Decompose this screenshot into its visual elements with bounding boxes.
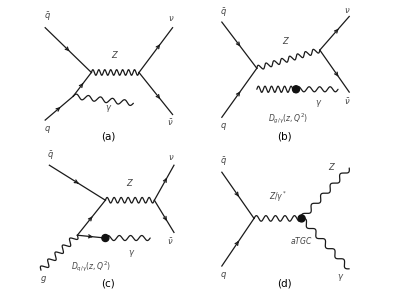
Text: $\gamma$: $\gamma$	[128, 248, 136, 259]
Text: $D_{q/\gamma}(z,Q^2)$: $D_{q/\gamma}(z,Q^2)$	[72, 260, 111, 274]
Text: $Z$: $Z$	[282, 35, 290, 46]
Text: (a): (a)	[101, 131, 116, 141]
Text: $q$: $q$	[44, 124, 51, 135]
Text: $g$: $g$	[40, 274, 47, 285]
Text: $q$: $q$	[220, 270, 228, 281]
Text: $Z$: $Z$	[329, 161, 336, 172]
Text: (c): (c)	[101, 278, 115, 288]
Text: $aTGC$: $aTGC$	[290, 235, 313, 246]
Text: $\bar{q}$: $\bar{q}$	[47, 150, 53, 162]
Text: $Z$: $Z$	[111, 49, 119, 60]
Text: $\bar{q}$: $\bar{q}$	[44, 11, 51, 24]
Text: $\gamma$: $\gamma$	[105, 103, 112, 114]
Text: $Z/\gamma^*$: $Z/\gamma^*$	[268, 190, 287, 204]
Text: $\nu$: $\nu$	[167, 153, 174, 162]
Text: $D_{g/\gamma}(z,Q^2)$: $D_{g/\gamma}(z,Q^2)$	[268, 111, 308, 126]
Text: $\bar{q}$: $\bar{q}$	[220, 155, 228, 168]
Text: $\gamma$: $\gamma$	[337, 272, 345, 283]
Circle shape	[298, 215, 305, 222]
Text: (b): (b)	[277, 131, 292, 141]
Circle shape	[292, 86, 299, 93]
Text: $\nu$: $\nu$	[167, 14, 174, 24]
Text: $\nu$: $\nu$	[344, 6, 351, 15]
Text: $Z$: $Z$	[126, 177, 134, 188]
Circle shape	[102, 235, 109, 242]
Text: $\gamma$: $\gamma$	[315, 98, 322, 109]
Text: $\bar{\nu}$: $\bar{\nu}$	[167, 117, 174, 128]
Text: (d): (d)	[277, 278, 292, 288]
Text: $q$: $q$	[220, 121, 228, 133]
Text: $\bar{\nu}$: $\bar{\nu}$	[167, 237, 174, 248]
Text: $\bar{\nu}$: $\bar{\nu}$	[344, 96, 351, 107]
Text: $\bar{q}$: $\bar{q}$	[220, 6, 228, 19]
